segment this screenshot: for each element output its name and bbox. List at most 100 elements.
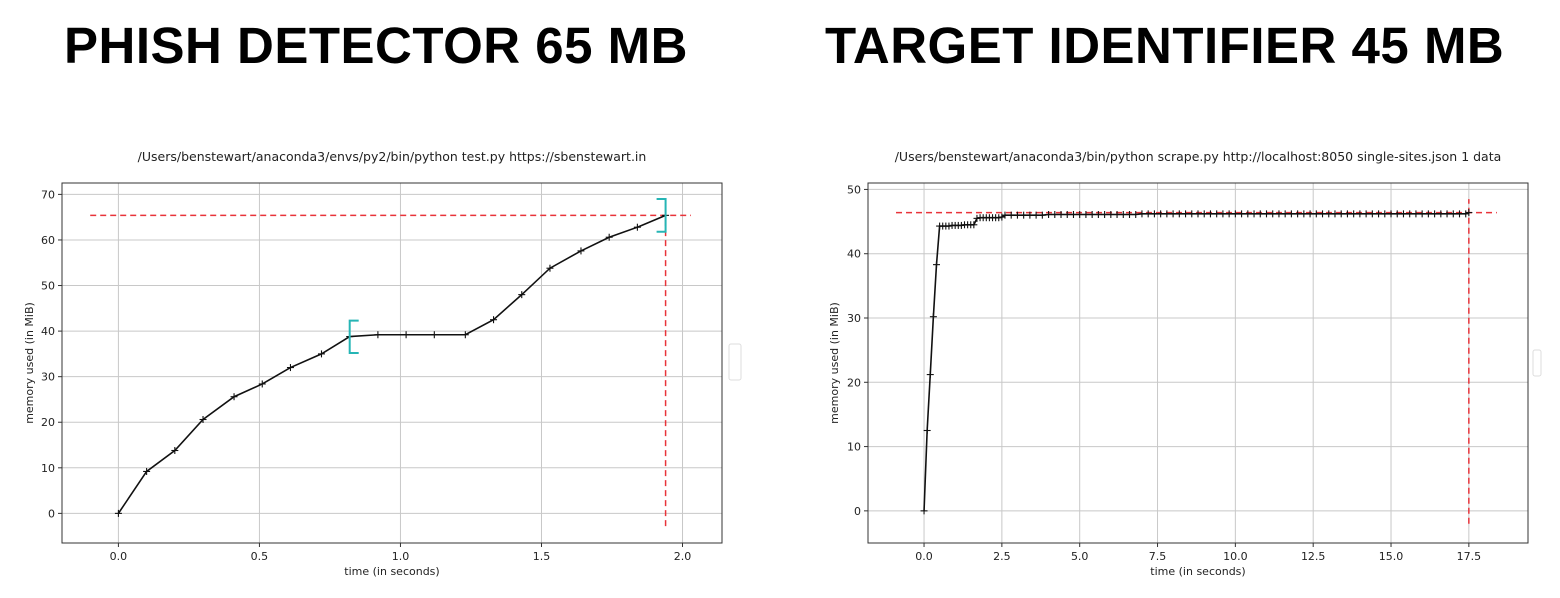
x-tick-label: 2.0 (674, 550, 692, 563)
function-bracket (656, 197, 667, 233)
x-axis-label: time (in seconds) (344, 565, 439, 578)
y-tick-label: 40 (847, 248, 861, 261)
data-point-marker (1424, 210, 1432, 218)
x-tick-label: 2.5 (993, 550, 1011, 563)
data-point-marker (1051, 211, 1059, 218)
data-point-marker (1026, 211, 1034, 219)
x-tick-label: 12.5 (1301, 550, 1326, 563)
y-tick-label: 30 (847, 312, 861, 325)
data-point-marker (926, 371, 934, 379)
data-point-marker (1175, 210, 1183, 218)
data-point-marker (1007, 211, 1015, 219)
data-point-marker (1343, 210, 1351, 218)
x-tick-label: 15.0 (1379, 550, 1404, 563)
data-point-marker (258, 380, 266, 388)
data-point-marker (1275, 210, 1283, 218)
headline-phish-detector: PHISH DETECTOR 65 MB (64, 17, 688, 74)
x-tick-label: 1.0 (392, 550, 410, 563)
data-point-marker (1337, 210, 1345, 218)
data-point-marker (945, 222, 953, 230)
data-point-marker (1325, 210, 1333, 218)
data-point-marker (1294, 210, 1302, 218)
data-point-marker (1431, 210, 1439, 218)
data-point-marker (230, 393, 238, 401)
data-point-marker (1399, 210, 1407, 218)
function-bracket (348, 319, 359, 354)
y-tick-label: 20 (847, 376, 861, 389)
data-point-marker (1157, 210, 1165, 218)
x-tick-label: 17.5 (1457, 550, 1482, 563)
data-point-marker (1194, 210, 1202, 218)
y-tick-label: 30 (41, 371, 55, 384)
data-point-marker (1101, 211, 1109, 218)
y-tick-label: 0 (48, 507, 55, 520)
y-tick-label: 0 (854, 505, 861, 518)
data-point-marker (1300, 210, 1308, 218)
y-tick-label: 10 (847, 441, 861, 454)
data-point-marker (114, 509, 122, 517)
data-point-marker (171, 446, 179, 454)
data-point-marker (1013, 211, 1021, 219)
data-point-marker (1231, 210, 1239, 218)
data-point-marker (374, 331, 382, 339)
x-axis-label: time (in seconds) (1150, 565, 1245, 578)
data-point-marker (286, 364, 294, 372)
headline-target-identifier: TARGET IDENTIFIER 45 MB (825, 17, 1505, 74)
data-point-marker (1368, 210, 1376, 218)
data-point-marker (1045, 211, 1053, 218)
data-point-marker (1219, 210, 1227, 218)
x-tick-label: 0.0 (915, 550, 933, 563)
data-point-marker (1082, 211, 1090, 218)
data-point-marker (923, 427, 931, 434)
data-point-marker (1200, 210, 1208, 218)
data-point-marker (1331, 210, 1339, 218)
data-point-marker (957, 221, 965, 229)
y-axis-label: memory used (in MiB) (828, 302, 841, 424)
x-tick-label: 0.5 (251, 550, 269, 563)
data-point-marker (1375, 210, 1383, 218)
x-tick-label: 7.5 (1149, 550, 1167, 563)
data-point-marker (1188, 210, 1196, 218)
memory-chart-phish-detector: /Users/benstewart/anaconda3/envs/py2/bin… (23, 149, 742, 578)
data-point-marker (430, 331, 438, 339)
data-point-marker (1269, 210, 1277, 218)
x-tick-label: 10.0 (1223, 550, 1248, 563)
data-point-marker (1144, 210, 1152, 218)
x-tick-label: 0.0 (110, 550, 128, 563)
data-point-marker (1063, 211, 1071, 218)
data-point-marker (402, 331, 410, 339)
data-point-marker (1119, 211, 1127, 218)
data-point-marker (633, 223, 641, 231)
data-point-marker (317, 350, 325, 358)
data-point-marker (143, 467, 151, 475)
data-point-marker (1456, 210, 1464, 218)
data-point-marker (1350, 210, 1358, 218)
data-point-marker (1393, 210, 1401, 218)
data-point-marker (1306, 210, 1314, 218)
data-point-marker (490, 316, 498, 324)
data-point-marker (1225, 210, 1233, 218)
data-point-marker (1387, 210, 1395, 218)
data-point-marker (1163, 210, 1171, 218)
data-point-marker (1069, 211, 1077, 218)
data-point-marker (1319, 210, 1327, 218)
y-tick-label: 10 (41, 462, 55, 475)
data-point-marker (932, 261, 940, 269)
memory-series-line (117, 214, 666, 514)
data-point-marker (1381, 210, 1389, 218)
data-point-marker (1312, 210, 1320, 218)
data-point-marker (1150, 210, 1158, 218)
data-point-marker (1113, 211, 1121, 218)
data-point-marker (1244, 210, 1252, 218)
plot-frame (61, 182, 723, 544)
data-point-marker (1107, 211, 1115, 218)
data-point-marker (1076, 211, 1084, 218)
data-point-marker (1038, 211, 1046, 219)
data-point-marker (1412, 210, 1420, 218)
data-point-marker (1356, 210, 1364, 218)
data-point-marker (1465, 209, 1473, 217)
x-tick-label: 5.0 (1071, 550, 1089, 563)
data-point-marker (1182, 210, 1190, 218)
y-tick-label: 60 (41, 234, 55, 247)
data-point-marker (1020, 211, 1028, 219)
